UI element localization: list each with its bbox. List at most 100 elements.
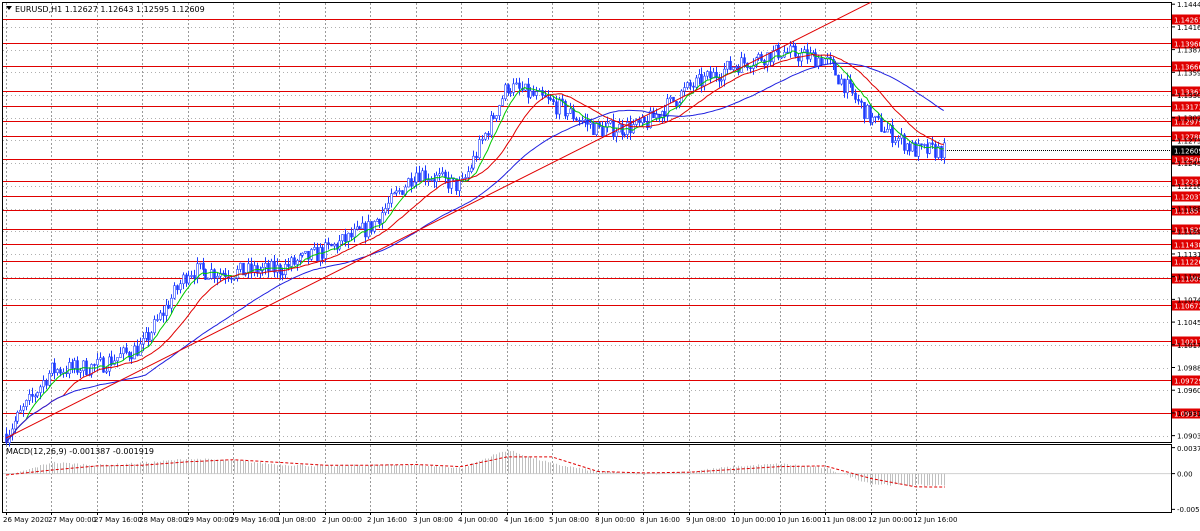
candle-body xyxy=(438,173,441,176)
price-level-label: 1.13666 xyxy=(1174,64,1200,72)
candle-body xyxy=(843,78,846,94)
candle-body xyxy=(518,82,521,89)
candle-body xyxy=(364,222,367,238)
price-tick-label: 1.11595 xyxy=(1177,228,1200,236)
moving-average-line xyxy=(5,53,944,444)
candle-body xyxy=(615,131,618,137)
price-tick-label: 1.10455 xyxy=(1177,319,1200,327)
price-level-label: 1.11226 xyxy=(1174,259,1200,267)
candle-body xyxy=(150,332,153,341)
candle-body xyxy=(170,297,173,309)
candle-body xyxy=(695,77,698,88)
price-level-tag xyxy=(1172,239,1200,250)
candle-body xyxy=(310,249,313,260)
candle-body xyxy=(110,356,113,365)
time-tick-label: 10 Jun 16:00 xyxy=(777,516,821,524)
candle-body xyxy=(458,180,461,192)
candle-body xyxy=(418,172,421,182)
candle-body xyxy=(48,373,51,386)
price-tick-label: 1.13020 xyxy=(1177,115,1200,123)
candle-body xyxy=(529,90,532,98)
candle-body xyxy=(130,356,133,360)
candle-body xyxy=(56,369,59,374)
candle-body xyxy=(903,134,906,151)
candle-body xyxy=(478,139,481,159)
candle-body xyxy=(866,105,869,119)
candle-body xyxy=(159,312,162,320)
candle-body xyxy=(740,57,743,73)
candle-body xyxy=(772,50,775,63)
candle-body xyxy=(481,138,484,141)
candle-body xyxy=(490,115,493,136)
candle-body xyxy=(296,260,299,265)
candle-body xyxy=(413,181,416,187)
candle-body xyxy=(623,134,626,136)
candle-body xyxy=(390,193,393,204)
time-tick-label: 11 Jun 08:00 xyxy=(822,516,866,524)
candle-body xyxy=(381,212,384,224)
candle-body xyxy=(820,57,823,66)
candle-body xyxy=(777,44,780,59)
moving-average-line xyxy=(5,62,944,444)
candle-body xyxy=(749,67,752,70)
time-tick-label: 10 Jun 00:00 xyxy=(731,516,775,524)
candle-body xyxy=(709,71,712,79)
candle-body xyxy=(908,143,911,152)
candle-body xyxy=(247,263,250,274)
candle-body xyxy=(147,332,150,341)
candle-body xyxy=(22,406,25,411)
candle-body xyxy=(71,362,74,369)
candle-body xyxy=(415,172,418,183)
candle-body xyxy=(472,155,475,169)
candle-body xyxy=(743,57,746,64)
candle-body xyxy=(435,174,438,182)
candle-body xyxy=(370,221,373,232)
candle-body xyxy=(105,370,108,373)
candle-body xyxy=(920,143,923,146)
trendline[interactable] xyxy=(5,1,872,439)
candle-body xyxy=(341,234,344,242)
candle-body xyxy=(401,190,404,195)
candle-body xyxy=(871,116,874,123)
candle-body xyxy=(202,262,205,270)
candle-body xyxy=(484,133,487,140)
current-price-label: 1.12609 xyxy=(1174,148,1200,156)
candle-body xyxy=(293,257,296,265)
candle-body xyxy=(860,100,863,103)
candle-body xyxy=(407,178,410,188)
candle-body xyxy=(635,119,638,125)
candle-body xyxy=(156,319,159,321)
candle-body xyxy=(803,49,806,54)
price-level-label: 1.09310 xyxy=(1174,411,1200,419)
candle-body xyxy=(652,110,655,119)
candle-body xyxy=(814,52,817,67)
candle-body xyxy=(552,99,555,103)
candle-body xyxy=(19,409,22,413)
candle-body xyxy=(934,144,937,158)
candle-body xyxy=(532,90,535,96)
price-tick-label: 1.12735 xyxy=(1177,137,1200,145)
candle-body xyxy=(393,192,396,195)
moving-averages xyxy=(5,50,944,444)
trendline-layer[interactable] xyxy=(5,1,872,439)
candle-body xyxy=(897,137,900,142)
candle-body xyxy=(122,347,125,355)
candle-body xyxy=(136,345,139,356)
price-tick-label: 1.12450 xyxy=(1177,160,1200,168)
candle-body xyxy=(638,119,641,123)
candle-body xyxy=(655,114,658,119)
candle-body xyxy=(119,353,122,358)
candle-body xyxy=(395,190,398,194)
candle-body xyxy=(780,56,783,59)
price-level-label: 1.09729 xyxy=(1174,378,1200,386)
candle-body xyxy=(387,202,390,209)
candle-body xyxy=(501,98,504,106)
price-axis: 1.14445 1.14160 1.13875 1.13590 1.13305 1.130… xyxy=(1172,1,1200,441)
symbol-dropdown-icon[interactable] xyxy=(6,6,12,10)
time-tick-label: 29 May 00:00 xyxy=(185,516,233,524)
candle-body xyxy=(492,115,495,119)
